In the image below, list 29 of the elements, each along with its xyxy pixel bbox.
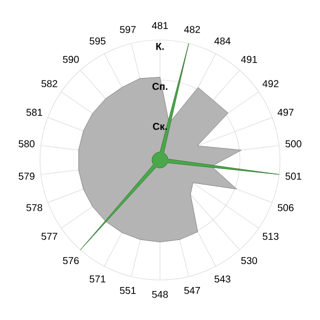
spoke-label: 482 (184, 26, 200, 34)
y-tick-label: Сп. (152, 82, 168, 90)
spoke-label: 571 (90, 276, 106, 282)
spoke-label: 481 (152, 22, 168, 30)
y-tick-label: Ск. (152, 122, 167, 130)
spoke-label: 513 (262, 232, 278, 240)
spoke-label: 506 (278, 204, 294, 212)
spoke-label: 497 (278, 108, 294, 116)
spoke-label: 579 (18, 172, 34, 180)
spoke-label: 581 (26, 108, 42, 116)
spoke-label: 484 (214, 37, 230, 45)
spoke-label: 597 (120, 26, 136, 34)
spoke-label: 576 (62, 257, 79, 264)
spoke-label: 547 (184, 287, 200, 294)
spoke-label: 501 (286, 172, 302, 180)
spoke-label: 582 (41, 80, 58, 88)
spoke-label: 530 (241, 257, 258, 264)
spoke-label: 548 (152, 290, 168, 298)
spoke-label: 500 (286, 140, 302, 148)
spoke-label: 543 (214, 275, 230, 283)
spoke-label: 492 (262, 80, 278, 88)
spoke-label: 580 (18, 140, 35, 148)
spoke-label: 590 (62, 56, 79, 63)
spoke-label: 578 (26, 204, 42, 212)
y-tick-label: К. (156, 42, 164, 50)
spoke-label: 551 (120, 287, 136, 294)
spoke-label: 491 (241, 56, 257, 63)
spoke-label: 595 (90, 37, 106, 45)
spoke-label: 577 (41, 232, 58, 240)
